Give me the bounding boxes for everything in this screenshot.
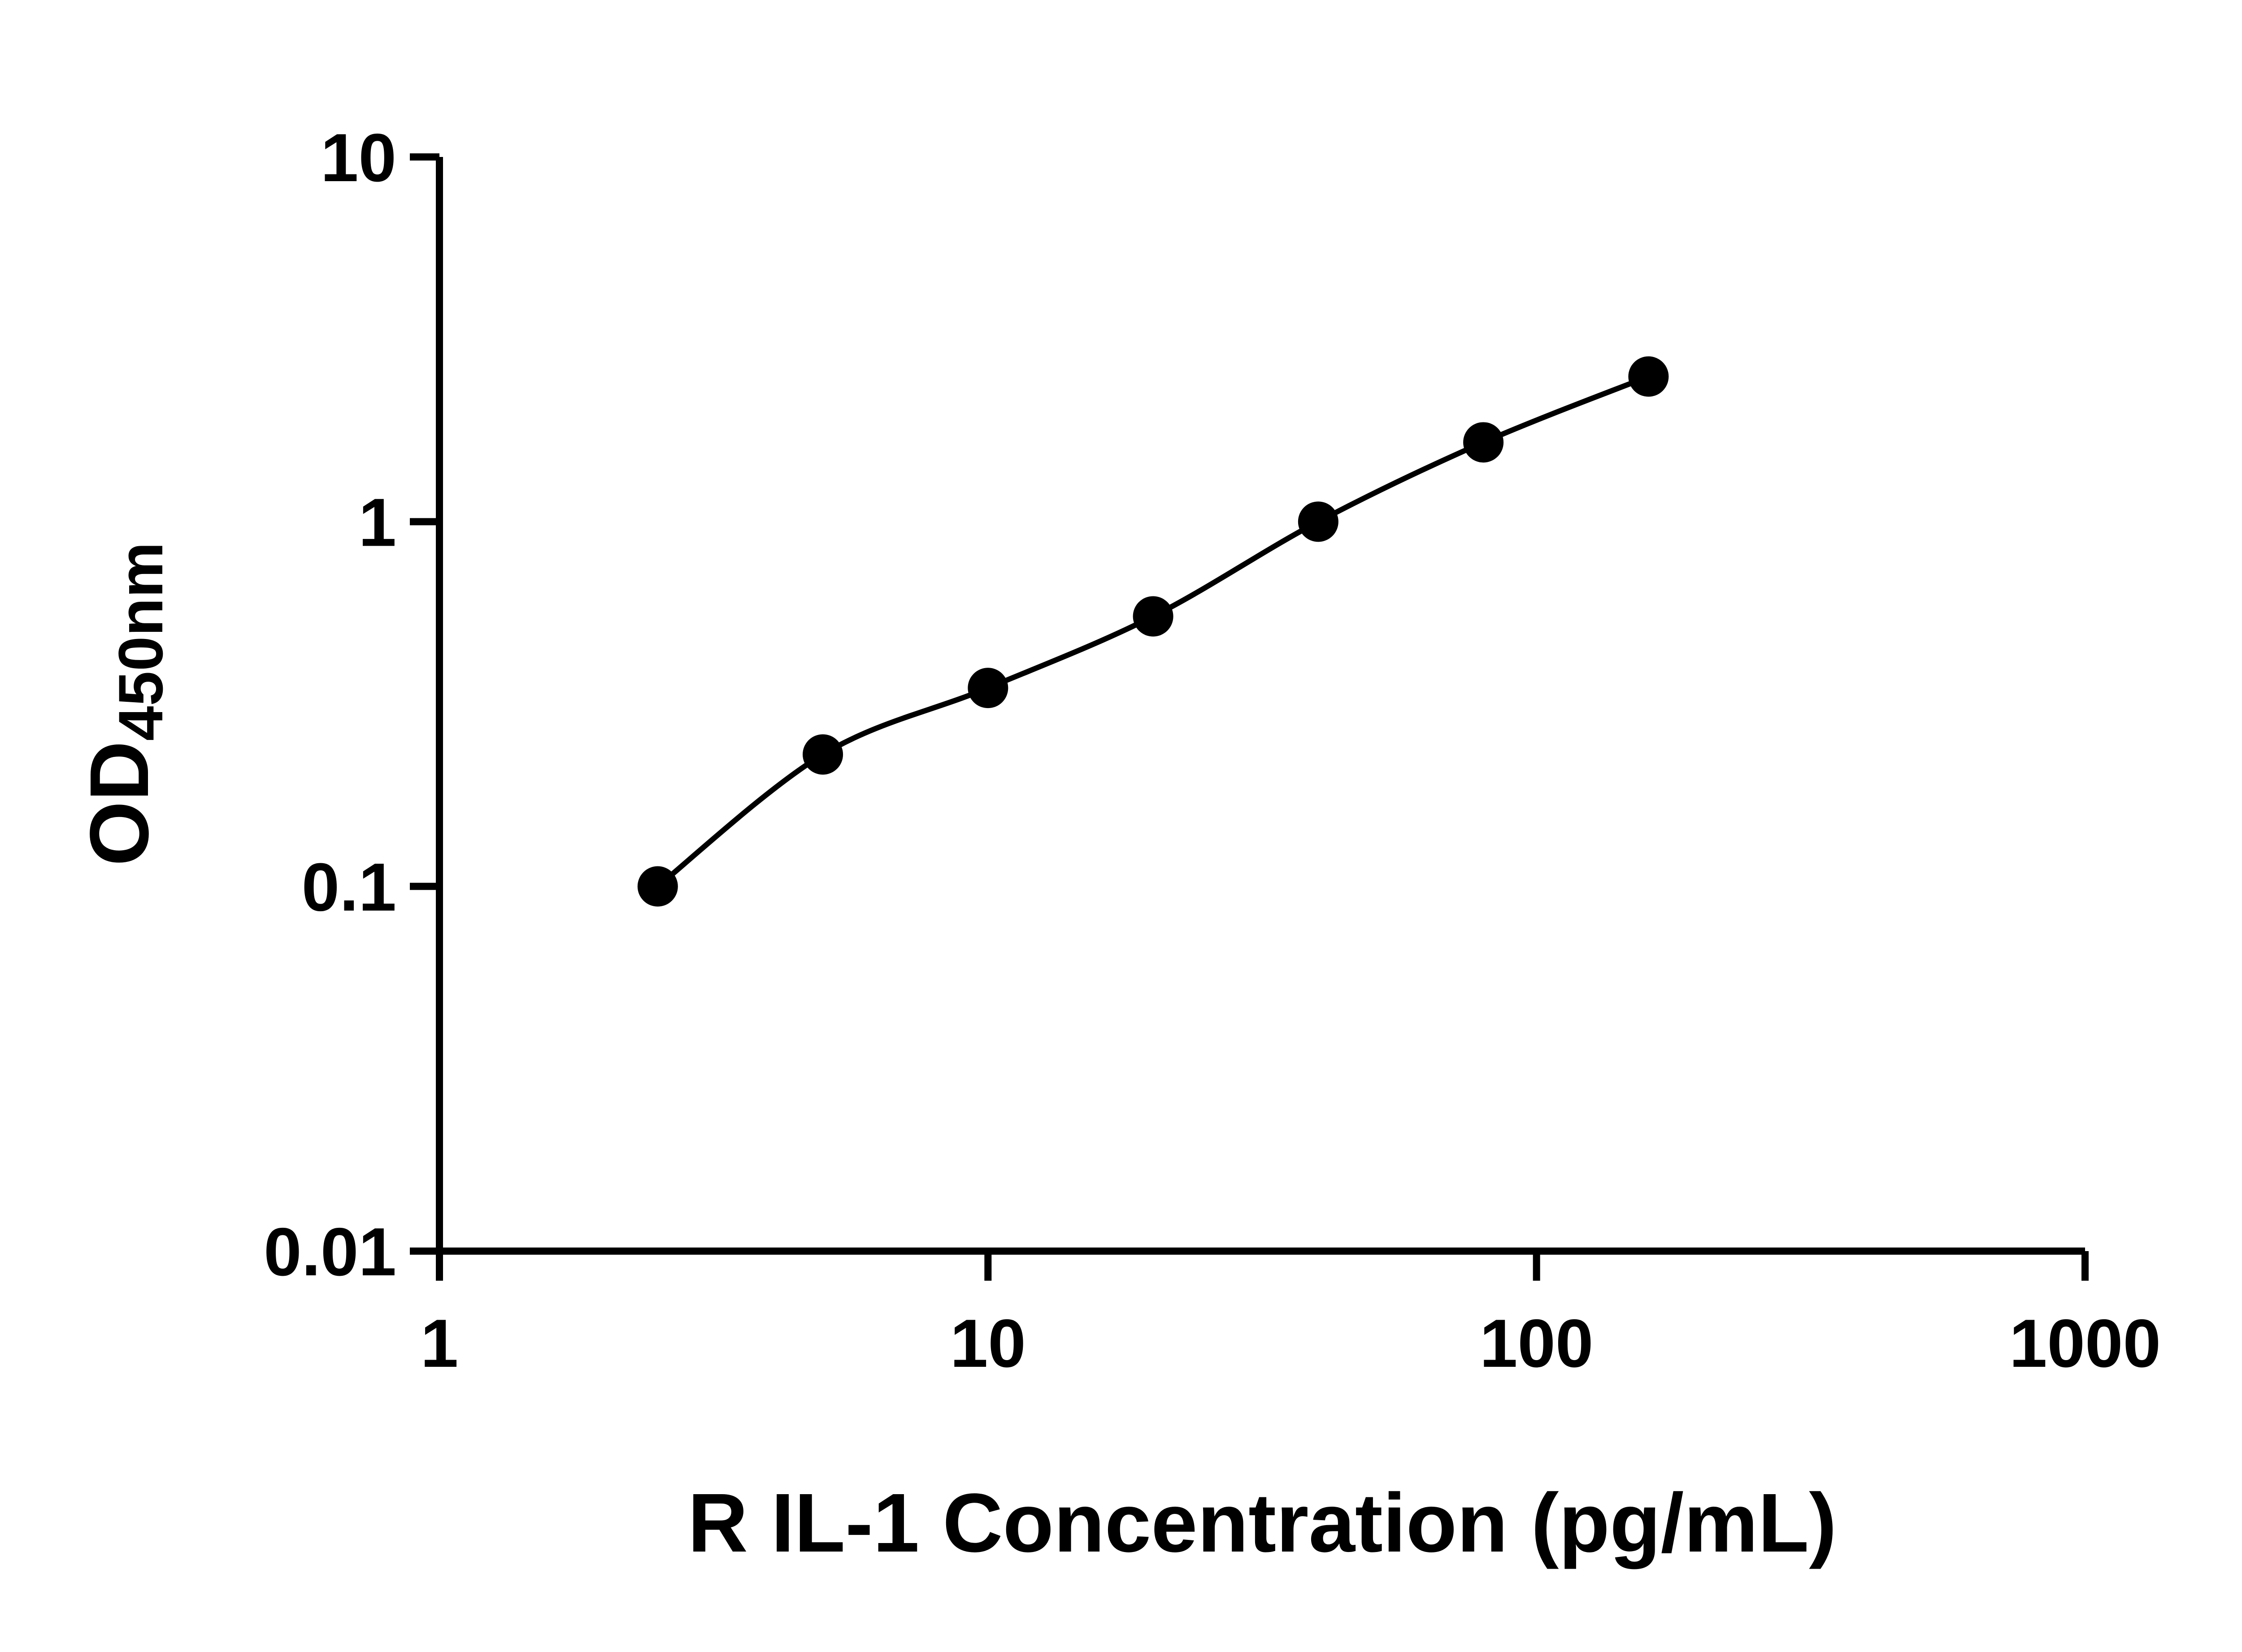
data-point-marker [1298, 501, 1338, 542]
y-tick-label: 1 [358, 484, 396, 561]
x-tick-label: 1 [421, 1305, 459, 1382]
data-point-marker [1133, 596, 1173, 637]
y-tick-label: 0.01 [264, 1214, 396, 1290]
x-axis-title: R IL-1 Concentration (pg/mL) [688, 1477, 1837, 1569]
y-axis-title-main: OD [73, 741, 166, 866]
data-point-marker [968, 668, 1008, 709]
axes-spine [436, 157, 2085, 1255]
data-point-marker [1628, 356, 1669, 397]
x-tick-label: 10 [950, 1305, 1026, 1382]
y-tick-label: 10 [321, 120, 396, 196]
data-point-marker [1463, 422, 1504, 463]
x-tick-label: 1000 [2009, 1305, 2161, 1382]
data-point-marker [637, 866, 678, 907]
y-axis-title-subscript: 450nm [105, 542, 176, 741]
y-tick-label: 0.1 [302, 849, 396, 926]
x-tick-label: 100 [1480, 1305, 1594, 1382]
y-axis-title: OD450nm [73, 542, 176, 866]
data-point-marker [803, 734, 843, 775]
